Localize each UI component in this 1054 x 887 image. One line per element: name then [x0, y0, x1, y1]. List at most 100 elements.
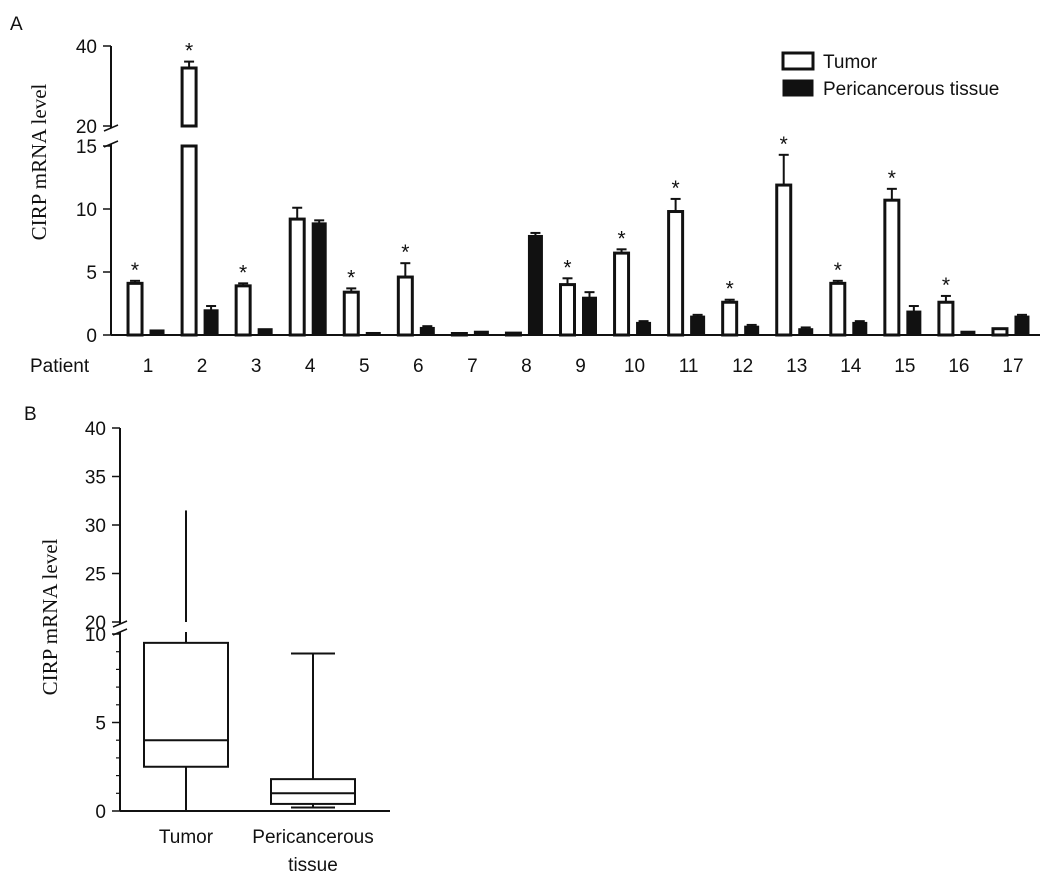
panel-a-peri-bar	[473, 330, 489, 336]
panel-a-tumor-bar	[504, 331, 522, 337]
panel-a-tumor-bar	[721, 300, 739, 337]
panel-a-tumor-bar	[991, 327, 1009, 337]
panel-a-label: A	[10, 14, 23, 35]
panel-a-y-tick-label: 15	[76, 137, 97, 158]
panel-a-x-tick-label: 13	[786, 356, 807, 377]
panel-b-y-tick-label: 5	[95, 714, 106, 735]
panel-b-box	[270, 778, 356, 805]
panel-a-x-tick-label: 17	[1002, 356, 1023, 377]
panel-a-x-tick-label: 16	[948, 356, 969, 377]
panel-b-x-tick-label: Tumor	[159, 827, 214, 848]
panel-a-significance-star: *	[347, 266, 355, 289]
panel-a-significance-star: *	[563, 256, 571, 279]
panel-a-tumor-bar	[937, 300, 955, 337]
panel-a-legend: Tumor Pericancerous tissue	[781, 51, 999, 100]
panel-a-peri-bar	[1014, 315, 1030, 336]
panel-a-tumor-bar	[667, 210, 685, 337]
legend-swatch-tumor	[781, 51, 815, 71]
panel-a-tumor-bar	[288, 217, 306, 337]
panel-a-tumor-bar	[559, 283, 576, 337]
panel-b-y-tick-label: 35	[85, 468, 106, 489]
panel-a-y-tick-label: 0	[86, 326, 97, 347]
panel-b-y-axis-label: CIRP mRNA level	[38, 538, 62, 695]
panel-a-tumor-bar	[396, 275, 414, 337]
panel-a-bars: * * * * * * * * * * * * *	[126, 40, 1030, 337]
panel-a-x-tick-label: 12	[732, 356, 753, 377]
panel-a-peri-bar	[203, 309, 219, 336]
panel-a-x-tick-label: 3	[251, 356, 262, 377]
panel-a-y-tick-label: 40	[76, 37, 97, 58]
panel-a-x-tick-label: 5	[359, 356, 370, 377]
panel-a-y-tick-label: 20	[76, 117, 97, 138]
legend-label-tumor: Tumor	[823, 52, 878, 73]
panel-a-significance-star: *	[617, 227, 625, 250]
panel-a-peri-bar	[744, 325, 760, 336]
panel-a-significance-star: *	[131, 259, 139, 282]
panel-a-peri-bar	[960, 330, 976, 336]
panel-a-peri-bar	[311, 222, 327, 336]
panel-a-significance-star: *	[672, 177, 680, 200]
panel-a-x-tick-label: 14	[840, 356, 862, 377]
panel-a-tumor-bar	[775, 183, 793, 337]
panel-b-x-tick-label: tissue	[288, 855, 338, 876]
panel-a-tumor-bar	[883, 198, 901, 337]
panel-a-significance-star: *	[239, 261, 247, 284]
panel-b-x-tick-label: Pericancerous	[252, 827, 373, 848]
panel-a-tumor-bar	[180, 66, 198, 128]
panel-a-peri-bar	[365, 331, 381, 336]
panel-a-x-tick-label: 1	[143, 356, 154, 377]
panel-b-y-tick-label: 10	[85, 625, 106, 646]
panel-a-peri-bar	[149, 329, 165, 336]
panel-b-axis-break-mark	[112, 620, 128, 628]
panel-a-peri-bar	[527, 234, 543, 336]
panel-a-peri-bar	[582, 296, 597, 336]
panel-a-x-axis-label: Patient	[30, 356, 90, 377]
panel-b-box	[143, 641, 229, 768]
panel-a-x-tick-label: 6	[413, 356, 424, 377]
legend-swatch-pericancerous	[782, 79, 814, 97]
panel-a-x-tick-label: 9	[575, 356, 586, 377]
panel-a-significance-star: *	[942, 274, 950, 297]
panel-a-significance-star: *	[888, 167, 896, 190]
panel-a-y-axis-label: CIRP mRNA level	[27, 83, 51, 240]
panel-a-tumor-bar	[234, 284, 252, 337]
panel-a-x-tick-label: 4	[305, 356, 316, 377]
panel-b-y-tick-label: 40	[85, 419, 106, 440]
panel-a-peri-bar	[419, 326, 435, 336]
panel-b-y-tick-label: 20	[85, 613, 106, 634]
panel-a-x-tick-label: 2	[197, 356, 208, 377]
panel-a-x-tick-label: 15	[894, 356, 915, 377]
panel-a-x-tick-label: 11	[679, 356, 699, 377]
panel-a-tumor-bar	[180, 144, 198, 337]
panel-a-peri-bar	[257, 328, 273, 336]
panel-a-significance-star: *	[401, 241, 409, 264]
panel-b-y-tick-label: 0	[95, 802, 106, 823]
panel-a-peri-bar	[852, 321, 868, 336]
panel-a-peri-bar	[906, 310, 922, 336]
panel-a-tumor-bar	[613, 251, 631, 337]
legend-label-pericancerous: Pericancerous tissue	[823, 79, 999, 100]
panel-a-tumor-bar	[450, 332, 468, 337]
panel-a-tumor-bar	[126, 281, 144, 337]
panel-a-axis-break-mark	[103, 124, 119, 132]
panel-a-significance-star: *	[726, 278, 734, 301]
panel-a-significance-star: *	[185, 40, 193, 63]
panel-b-y-tick-label: 30	[85, 516, 106, 537]
panel-b-label: B	[24, 404, 37, 425]
panel-a-peri-bar	[690, 315, 706, 336]
panel-a-x-tick-label: 10	[624, 356, 645, 377]
panel-a-significance-star: *	[834, 259, 842, 282]
panel-a-tumor-bar	[342, 290, 360, 337]
panel-b-boxes	[143, 510, 356, 811]
panel-a-y-tick-label: 5	[86, 263, 97, 284]
panel-b-y-tick-label: 25	[85, 565, 106, 586]
panel-a-x-tick-label: 8	[521, 356, 532, 377]
panel-a-x-tick-label: 7	[467, 356, 478, 377]
panel-a-y-tick-label: 10	[76, 200, 97, 221]
panel-a-peri-bar	[636, 321, 652, 336]
panel-a-tumor-bar	[829, 281, 847, 337]
